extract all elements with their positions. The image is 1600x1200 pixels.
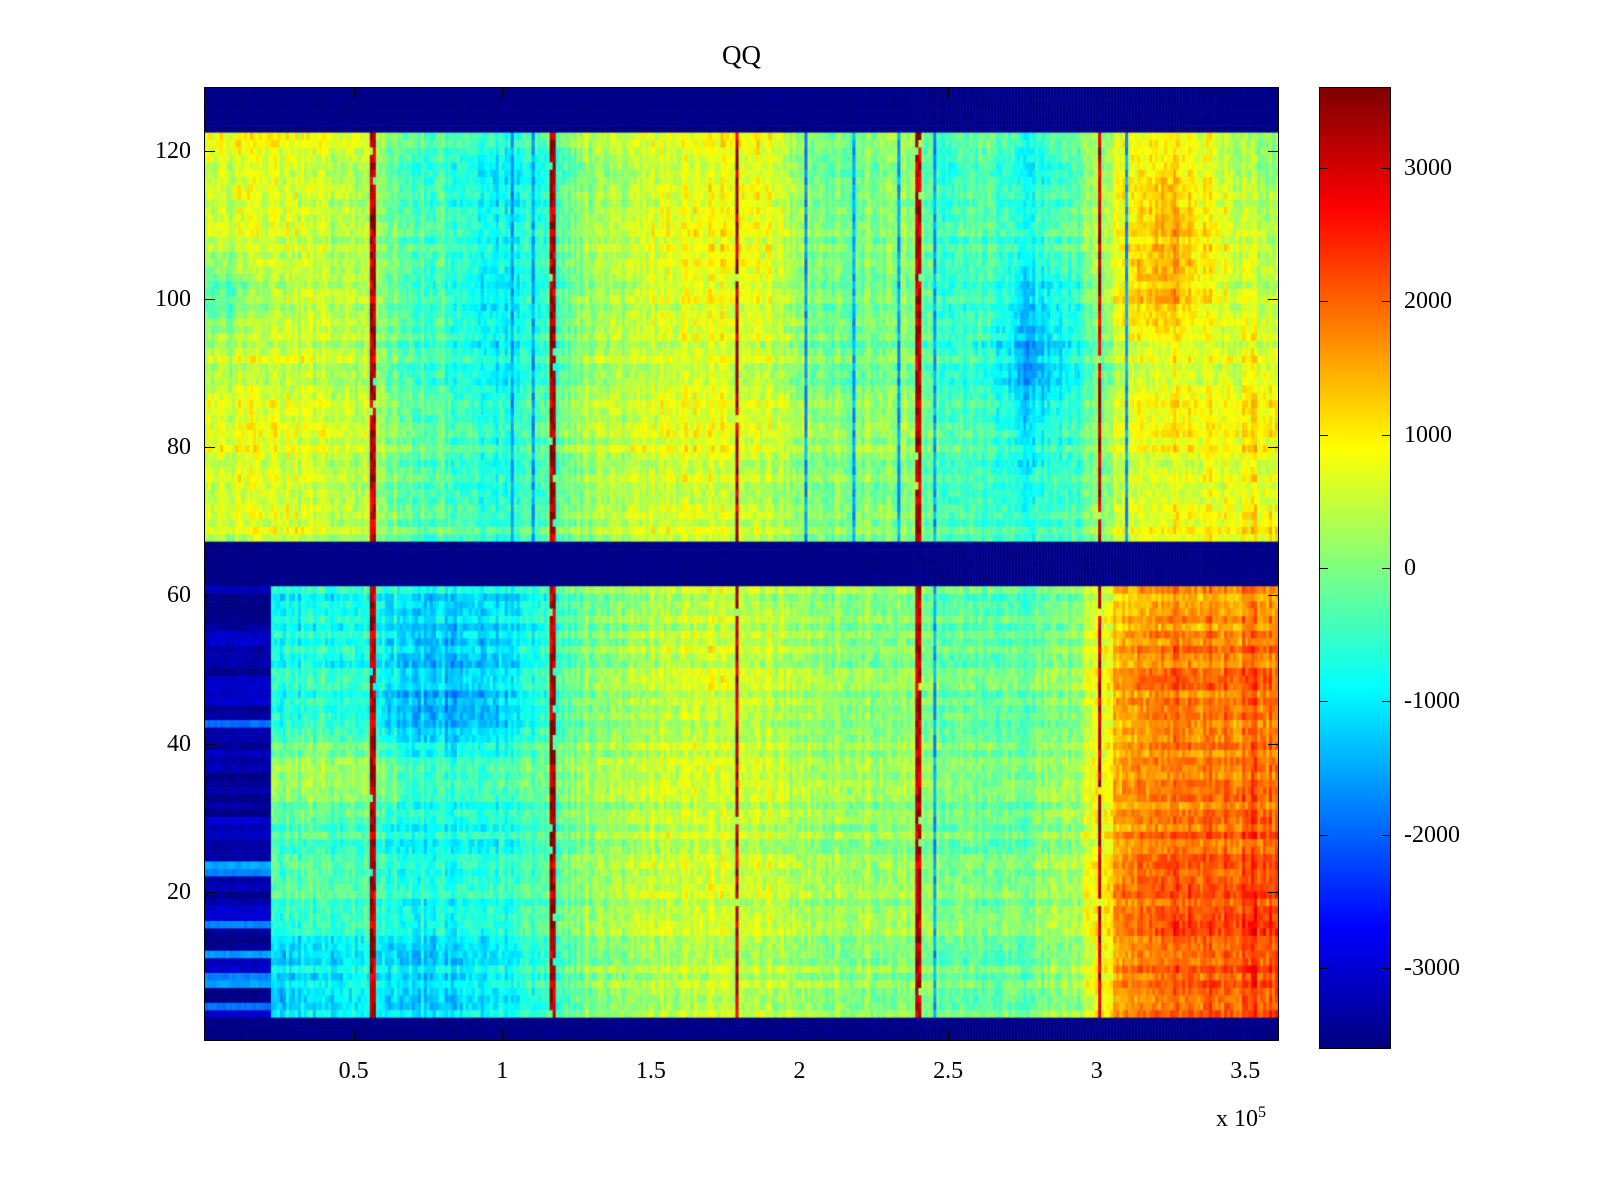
colorbar-tick-mark <box>1382 568 1390 569</box>
y-tick-mark <box>1268 743 1278 745</box>
colorbar-tick-mark <box>1382 834 1390 836</box>
y-axis-tick-label: 40 <box>167 730 191 757</box>
y-tick-mark <box>205 150 215 152</box>
y-tick-mark <box>1268 150 1278 152</box>
y-tick-mark <box>1268 891 1278 893</box>
x-axis-tick-label: 3 <box>1090 1058 1103 1084</box>
y-tick-mark <box>205 891 215 893</box>
colorbar-tick-mark <box>1320 434 1328 436</box>
x-axis-exponent-prefix: x 10 <box>1216 1106 1258 1132</box>
colorbar-tick-label: -2000 <box>1404 821 1460 848</box>
x-tick-mark <box>650 1030 652 1040</box>
x-axis-tick-label: 0.5 <box>338 1058 369 1084</box>
x-axis-exponent-power: 5 <box>1258 1104 1266 1121</box>
colorbar-tick-label: -3000 <box>1404 955 1460 981</box>
y-tick-mark <box>205 299 215 301</box>
y-tick-mark <box>205 595 215 597</box>
x-tick-mark <box>799 88 801 98</box>
x-axis-tick-label: 1.5 <box>635 1058 666 1084</box>
x-axis-tick-label: 2 <box>793 1058 806 1084</box>
x-axis-tick-label: 3.5 <box>1230 1058 1261 1084</box>
colorbar <box>1319 87 1391 1049</box>
colorbar-tick-mark <box>1382 968 1390 969</box>
colorbar-tick-mark <box>1320 168 1328 169</box>
x-tick-mark <box>353 88 355 98</box>
colorbar-tick-label: 3000 <box>1404 155 1452 181</box>
x-tick-mark <box>1096 88 1098 98</box>
x-axis-exponent: x 105 <box>1216 1104 1266 1133</box>
x-tick-mark <box>799 1030 801 1040</box>
colorbar-tick-mark <box>1320 301 1328 303</box>
y-axis-tick-label: 120 <box>155 137 191 164</box>
x-tick-mark <box>1245 1030 1247 1040</box>
x-tick-mark <box>1096 1030 1098 1040</box>
x-tick-mark <box>650 88 652 98</box>
y-axis-tick-label: 100 <box>155 286 191 313</box>
chart-title: QQ <box>722 40 761 70</box>
heatmap-canvas <box>205 88 1278 1040</box>
colorbar-tick-mark <box>1382 301 1390 303</box>
colorbar-tick-label: 2000 <box>1404 288 1452 315</box>
colorbar-tick-mark <box>1382 168 1390 169</box>
colorbar-tick-mark <box>1320 834 1328 836</box>
y-tick-mark <box>205 743 215 745</box>
y-axis-tick-label: 20 <box>167 878 191 905</box>
colorbar-tick-mark <box>1320 568 1328 569</box>
heatmap-plot <box>204 87 1279 1041</box>
colorbar-tick-mark <box>1382 701 1390 703</box>
colorbar-tick-label: -1000 <box>1404 688 1460 715</box>
y-axis-tick-label: 80 <box>167 434 191 461</box>
y-axis-tick-label: 60 <box>167 582 191 609</box>
y-tick-mark <box>205 447 215 449</box>
colorbar-canvas <box>1320 88 1390 1048</box>
x-tick-mark <box>948 88 950 98</box>
colorbar-tick-label: 0 <box>1404 555 1416 581</box>
x-axis-tick-label: 1 <box>496 1058 509 1084</box>
colorbar-tick-mark <box>1320 968 1328 969</box>
x-tick-mark <box>353 1030 355 1040</box>
y-tick-mark <box>1268 447 1278 449</box>
x-tick-mark <box>502 1030 504 1040</box>
y-tick-mark <box>1268 299 1278 301</box>
x-tick-mark <box>948 1030 950 1040</box>
x-tick-mark <box>502 88 504 98</box>
colorbar-tick-mark <box>1320 701 1328 703</box>
colorbar-tick-label: 1000 <box>1404 421 1452 448</box>
x-axis-tick-label: 2.5 <box>933 1058 964 1084</box>
x-tick-mark <box>1245 88 1247 98</box>
y-tick-mark <box>1268 595 1278 597</box>
colorbar-tick-mark <box>1382 434 1390 436</box>
